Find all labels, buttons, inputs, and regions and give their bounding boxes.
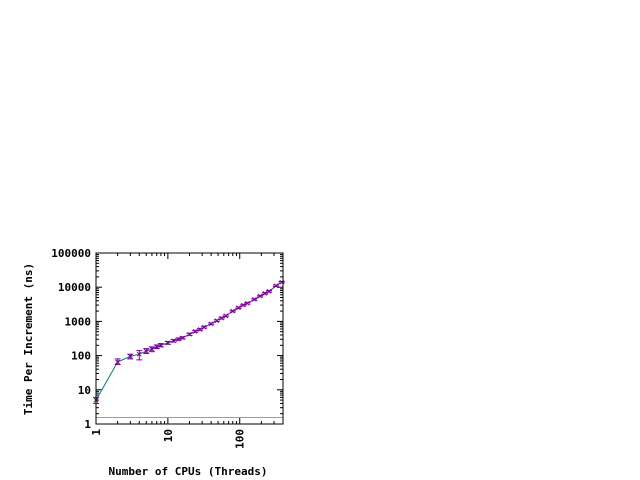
y-tick-label: 10000 [58,281,91,294]
data-point [213,318,220,324]
axis-ticks: 1 10 100 1000 10000 100000 1 10 100 [51,247,284,449]
data-point [278,279,285,285]
point-marker [252,297,257,302]
data-point [257,293,264,299]
point-marker [236,305,241,311]
data-point [153,344,160,350]
data-point [244,300,251,306]
point-marker [192,329,198,334]
x-tick-label: 10 [162,429,175,442]
data-point [218,315,225,321]
data-point [143,348,150,355]
data-point [208,321,215,327]
data-point [251,297,258,302]
data-point [164,340,171,346]
x-tick-label: 100 [234,429,247,449]
x-tick-label: 1 [90,429,103,436]
data-point [148,346,155,353]
data-point [186,331,193,337]
data-point [136,350,143,361]
point-marker [230,308,236,314]
x-axis-label: Number of CPUs (Threads) [109,465,268,478]
data-point [157,342,164,348]
y-tick-label: 1 [84,418,91,431]
plot-frame [95,252,284,425]
y-tick-label: 100 [71,350,91,363]
point-marker [180,335,185,341]
point-marker [127,354,133,359]
point-marker [149,346,155,352]
point-marker [171,338,176,344]
point-marker [165,340,171,346]
point-marker [208,321,214,327]
data-point [222,313,229,319]
point-marker [143,348,149,354]
data-point [201,324,208,330]
point-marker [273,283,279,289]
point-marker [158,342,164,348]
point-marker [115,359,120,365]
y-tick-label: 100000 [51,247,91,260]
point-marker [136,351,142,357]
y-tick-label: 10 [78,384,91,397]
point-marker [176,336,181,342]
point-marker [257,293,263,299]
data-point [114,358,121,365]
point-marker [187,331,192,337]
data-point [229,308,236,314]
data-point [273,283,280,289]
y-axis-label: Time Per Increment (ns) [22,263,35,415]
point-marker [266,288,272,294]
y-tick-label: 1000 [65,315,92,328]
data-point [179,335,186,341]
chart-series [93,279,285,418]
data-point [235,305,242,311]
point-marker [201,324,207,330]
data-point [175,336,182,342]
data-point [266,288,273,294]
point-marker [223,313,229,319]
point-marker [214,318,220,324]
data-point [170,338,177,344]
point-marker [245,300,250,306]
data-point [127,353,134,360]
point-marker [154,344,160,350]
